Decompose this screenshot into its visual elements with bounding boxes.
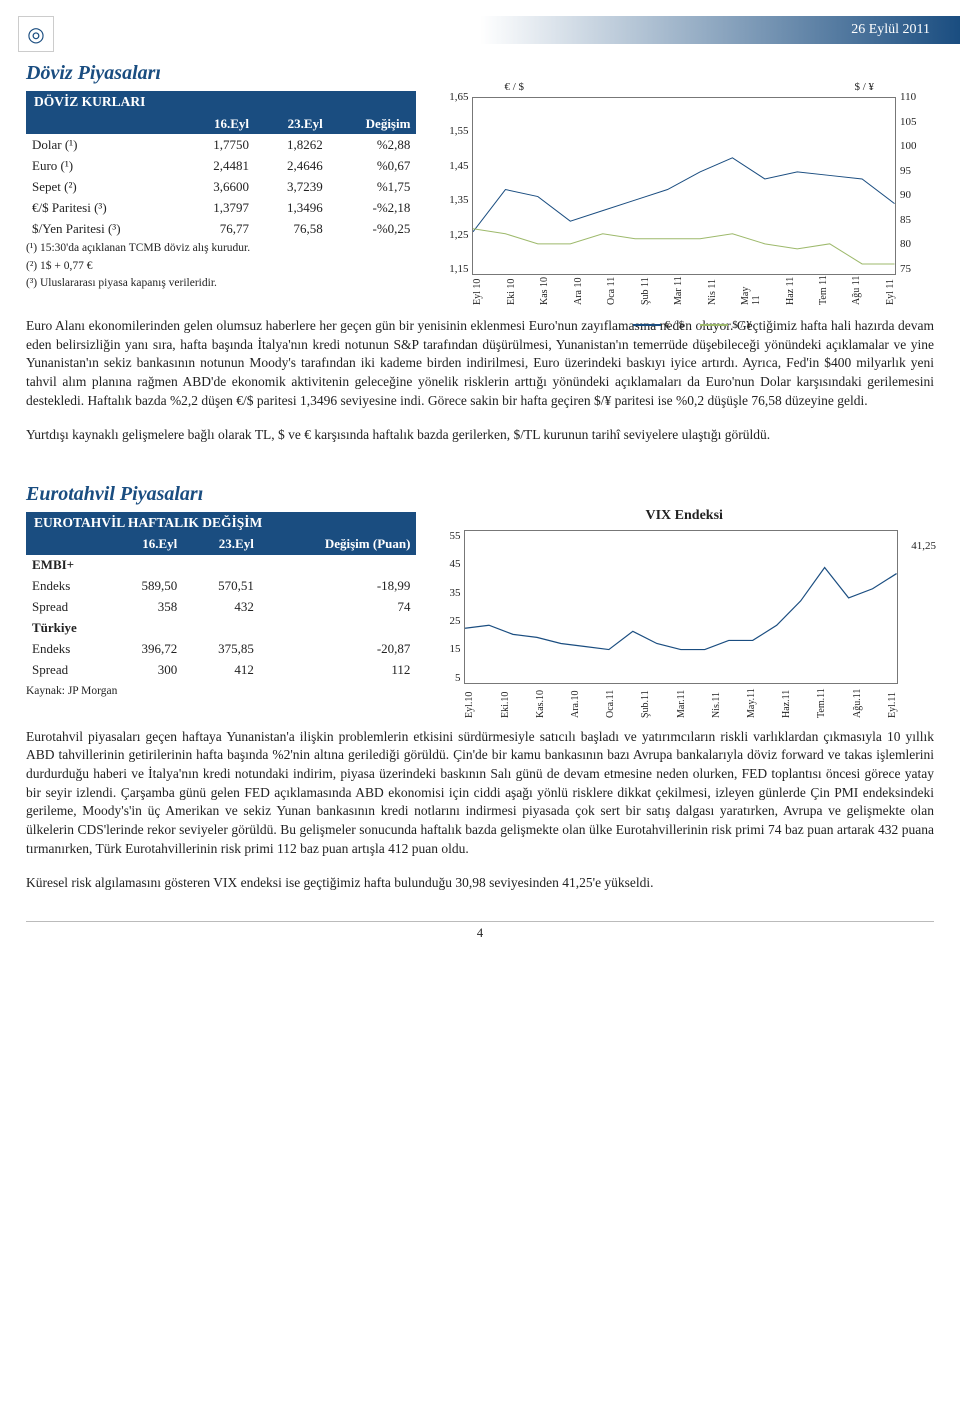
table-cell: -20,87 — [260, 639, 417, 660]
euro-section-title: Eurotahvil Piyasaları — [26, 483, 934, 506]
table-cell: Sepet (²) — [26, 176, 181, 197]
header-date: 26 Eylül 2011 — [851, 22, 930, 38]
table-cell: 300 — [107, 660, 184, 681]
table-category: EMBI+ — [26, 555, 416, 576]
footnote: (²) 1$ + 0,77 € — [26, 259, 416, 275]
table-cell: Endeks — [26, 639, 107, 660]
page-number: 4 — [26, 921, 934, 941]
table-category: Türkiye — [26, 618, 416, 639]
table-cell: 3,6600 — [181, 176, 255, 197]
doviz-table-title: DÖVİZ KURLARI — [26, 91, 416, 113]
footnote: (¹) 15:30'da açıklanan TCMB döviz alış k… — [26, 241, 416, 257]
table-cell: 375,85 — [183, 639, 260, 660]
table-cell: Spread — [26, 597, 107, 618]
ecol-2: 23.Eyl — [183, 534, 260, 555]
table-cell: Endeks — [26, 576, 107, 597]
table-cell: 1,7750 — [181, 134, 255, 155]
table-cell: 76,77 — [181, 218, 255, 239]
table-cell: 112 — [260, 660, 417, 681]
table-cell: Euro (¹) — [26, 155, 181, 176]
table-cell: 412 — [183, 660, 260, 681]
table-cell: 589,50 — [107, 576, 184, 597]
euro-table-title: EUROTAHVİL HAFTALIK DEĞİŞİM — [26, 512, 416, 534]
logo-icon: ◎ — [18, 16, 54, 52]
ecol-blank — [26, 534, 107, 555]
ecol-3: Değişim (Puan) — [260, 534, 417, 555]
table-cell: 396,72 — [107, 639, 184, 660]
table-cell: 76,58 — [255, 218, 329, 239]
doviz-footnotes: (¹) 15:30'da açıklanan TCMB döviz alış k… — [26, 241, 416, 292]
ecol-1: 16.Eyl — [107, 534, 184, 555]
vix-end-label: 41,25 — [911, 540, 936, 552]
table-cell: -18,99 — [260, 576, 417, 597]
table-cell: 74 — [260, 597, 417, 618]
table-cell: 3,7239 — [255, 176, 329, 197]
doviz-paragraph-2: Yurtdışı kaynaklı gelişmelere bağlı olar… — [26, 426, 934, 445]
table-cell: %2,88 — [329, 134, 417, 155]
table-cell: %1,75 — [329, 176, 417, 197]
col-2: 23.Eyl — [255, 113, 329, 134]
table-cell: 570,51 — [183, 576, 260, 597]
euro-paragraph-1: Eurotahvil piyasaları geçen haftaya Yuna… — [26, 728, 934, 858]
fx-chart-right-label: $ / ¥ — [854, 81, 874, 93]
table-cell: 432 — [183, 597, 260, 618]
table-cell: 1,3496 — [255, 197, 329, 218]
table-cell: -%0,25 — [329, 218, 417, 239]
fx-chart-legend: € / $$ / ¥ — [434, 319, 934, 331]
fx-chart-left-label: € / $ — [504, 81, 524, 93]
table-cell: 2,4646 — [255, 155, 329, 176]
col-3: Değişim — [329, 113, 417, 134]
euro-source: Kaynak: JP Morgan — [26, 685, 416, 697]
euro-paragraph-2: Küresel risk algılamasını gösteren VIX e… — [26, 874, 934, 893]
euro-table: 16.Eyl 23.Eyl Değişim (Puan) EMBI+Endeks… — [26, 534, 416, 681]
vix-chart: VIX Endeksi 55453525155 Eyl.10Eki.10Kas.… — [434, 512, 934, 712]
table-cell: Dolar (¹) — [26, 134, 181, 155]
footnote: (³) Uluslararası piyasa kapanış verileri… — [26, 276, 416, 292]
table-cell: €/$ Paritesi (³) — [26, 197, 181, 218]
doviz-section-title: Döviz Piyasaları — [26, 62, 934, 85]
table-cell: 1,3797 — [181, 197, 255, 218]
col-blank — [26, 113, 181, 134]
table-cell: $/Yen Paritesi (³) — [26, 218, 181, 239]
table-cell: 1,8262 — [255, 134, 329, 155]
table-cell: 358 — [107, 597, 184, 618]
doviz-table: 16.Eyl 23.Eyl Değişim Dolar (¹)1,77501,8… — [26, 113, 416, 239]
table-cell: 2,4481 — [181, 155, 255, 176]
table-cell: Spread — [26, 660, 107, 681]
table-cell: -%2,18 — [329, 197, 417, 218]
vix-chart-title: VIX Endeksi — [434, 508, 934, 524]
fx-chart: € / $ $ / ¥ 1,651,551,451,351,251,15 110… — [434, 91, 934, 301]
table-cell: %0,67 — [329, 155, 417, 176]
header-bar: ◎ 26 Eylül 2011 — [0, 16, 960, 44]
col-1: 16.Eyl — [181, 113, 255, 134]
